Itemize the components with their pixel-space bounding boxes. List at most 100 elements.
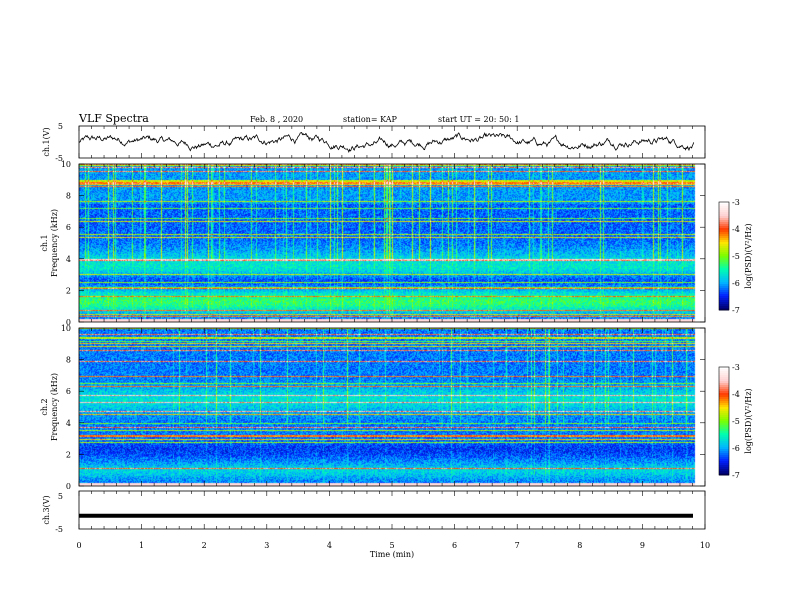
colorbar-tick-label: -7 [732,306,740,315]
colorbar-swatch [719,413,729,416]
ch2-spectrogram-yticks: 0 2 4 6 8 10 [61,324,705,491]
colorbar-swatch [719,425,729,428]
colorbar-swatch [719,294,729,297]
colorbar-swatch [719,238,729,241]
y-tick-label: 0 [66,482,71,491]
colorbar-swatch [719,248,729,251]
colorbar-swatch [719,212,729,215]
x-tick-label: 10 [700,541,710,550]
colorbar-swatch [719,278,729,281]
ch3-waveform-panel: 5 -5 ch.3(V) 0 1 2 3 4 5 6 7 8 9 10 Time (min) [42,490,710,559]
colorbar-swatch [719,383,729,386]
colorbar-tick-label: -5 [732,417,740,426]
colorbar-swatch [719,405,729,408]
colorbar-swatch [719,443,729,446]
ch2-spectrogram-panel: 0 2 4 6 8 10 ch.2 Frequency (kHz) -3 -4 -5 -6 -7 l… [40,324,753,491]
colorbar-swatch [719,286,729,289]
ch1-spectrogram-yticks: 0 2 4 6 8 10 [61,160,705,327]
colorbar-swatch [719,282,729,285]
colorbar-swatch [719,431,729,434]
ch1-spectrogram-image [79,164,705,322]
colorbar-swatch [719,292,729,295]
ch2-frequency-label: Frequency (kHz) [50,373,59,441]
colorbar-swatch [719,449,729,452]
colorbar-swatch [719,206,729,209]
y-tick-label: 0 [66,318,71,327]
x-tick-label: 9 [640,541,645,550]
colorbar-swatch [719,226,729,229]
colorbar-tick-label: -5 [732,252,740,261]
ch1-waveform-trace [78,132,695,153]
colorbar-swatch [719,276,729,279]
colorbar-swatch [719,411,729,414]
colorbar-swatch [719,306,729,309]
y-tick-label: 8 [66,356,71,365]
colorbar-swatch [719,202,729,205]
x-tick-label: 1 [139,541,144,550]
x-tick-label: 3 [264,541,269,550]
start-time-label: start UT = 20: 50: 1 [438,115,519,124]
colorbar-swatch [719,473,729,476]
ch1-ytick-bottom: -5 [55,154,63,163]
colorbar-swatch [719,268,729,271]
colorbar-swatch [719,260,729,263]
colorbar-swatch [719,391,729,394]
colorbar-tick-label: -4 [732,225,740,234]
colorbar-swatch [719,216,729,219]
colorbar-label: log(PSD)(V²/Hz) [744,223,753,288]
colorbar-tick-label: -3 [732,363,740,372]
colorbar-swatch [719,393,729,396]
colorbar-swatch [719,435,729,438]
colorbar-swatch [719,264,729,267]
colorbar-swatch [719,218,729,221]
colorbar-swatch [719,421,729,424]
colorbar-swatch [719,379,729,382]
x-tick-label: 6 [452,541,457,550]
colorbar-swatch [719,371,729,374]
colorbar-swatch [719,453,729,456]
x-tick-label: 8 [577,541,582,550]
ch1-channel-label: ch.1 [40,234,49,251]
colorbar-swatch [719,457,729,460]
colorbar-swatch [719,230,729,233]
colorbar-swatch [719,272,729,275]
y-tick-label: 6 [66,223,71,232]
y-tick-label: 4 [66,255,71,264]
time-axis-label: Time (min) [370,550,414,559]
colorbar-swatch [719,220,729,223]
colorbar-swatch [719,397,729,400]
colorbar-swatch [719,284,729,287]
colorbar-swatch [719,288,729,291]
colorbar-swatch [719,290,729,293]
ch1-spectrogram-panel: 0 2 4 6 8 10 ch.1 Frequency (kHz) -3 -4 -5 -6 -7 l… [40,160,753,327]
ch1-colorbar: -3 -4 -5 -6 -7 log(PSD)(V²/Hz) [718,198,753,315]
colorbar-frame [718,201,730,311]
colorbar-swatch [719,270,729,273]
ch1-waveform-xticks [78,126,706,158]
colorbar-swatch [719,304,729,307]
y-tick-label: 4 [66,419,71,428]
colorbar-swatch [719,419,729,422]
y-tick-label: 2 [66,450,71,459]
date-label: Feb. 8 , 2020 [250,115,303,124]
colorbar-swatch [719,266,729,269]
station-label: station= KAP [343,115,398,124]
colorbar-swatch [719,367,729,370]
colorbar-tick-label: -4 [732,390,740,399]
colorbar-swatch [719,423,729,426]
figure-title: VLF Spectra [78,112,149,125]
colorbar-swatch [719,455,729,458]
colorbar-swatch [719,244,729,247]
colorbar-swatch [719,224,729,227]
colorbar-swatch [719,256,729,259]
x-tick-label: 7 [515,541,520,550]
colorbar-swatch [719,385,729,388]
colorbar-swatch [719,377,729,380]
ch3-waveform-ylabel: ch.3(V) [42,495,51,524]
colorbar-swatch [719,298,729,301]
colorbar-swatch [719,437,729,440]
colorbar-swatch [719,427,729,430]
colorbar-swatch [719,302,729,305]
colorbar-swatch [719,433,729,436]
colorbar-swatch [719,274,729,277]
